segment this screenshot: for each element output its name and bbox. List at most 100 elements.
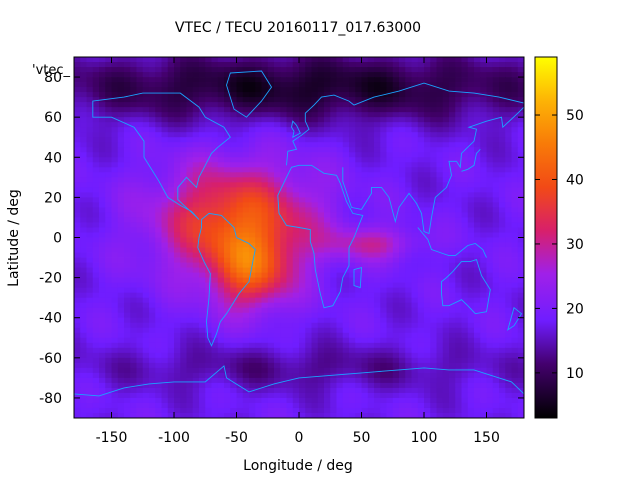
heatmap-cell xyxy=(436,242,444,248)
heatmap-cell xyxy=(211,132,219,138)
heatmap-cell xyxy=(230,347,237,354)
heatmap-cell xyxy=(155,167,162,173)
heatmap-cell xyxy=(86,207,94,213)
heatmap-cell xyxy=(161,62,169,68)
heatmap-cell xyxy=(242,377,250,384)
heatmap-cell xyxy=(392,337,400,344)
heatmap-cell xyxy=(167,157,175,163)
heatmap-cell xyxy=(292,242,300,248)
heatmap-cell xyxy=(124,347,131,354)
heatmap-cell xyxy=(449,172,456,178)
heatmap-cell xyxy=(286,242,294,248)
heatmap-cell xyxy=(155,82,162,88)
heatmap-cell xyxy=(511,177,519,183)
heatmap-cell xyxy=(311,292,319,299)
heatmap-cell xyxy=(192,157,200,163)
heatmap-cell xyxy=(299,292,306,299)
heatmap-cell xyxy=(424,222,431,228)
heatmap-cell xyxy=(99,187,106,193)
heatmap-cell xyxy=(180,402,187,409)
heatmap-cell xyxy=(480,292,487,299)
heatmap-cell xyxy=(449,217,456,223)
heatmap-cell xyxy=(424,67,431,73)
heatmap-cell xyxy=(261,192,269,198)
heatmap-cell xyxy=(486,172,494,178)
heatmap-cell xyxy=(480,232,487,238)
heatmap-cell xyxy=(299,272,306,279)
heatmap-cell xyxy=(192,197,200,203)
heatmap-cell xyxy=(399,112,406,118)
heatmap-cell xyxy=(180,82,187,88)
heatmap-cell xyxy=(399,82,406,88)
heatmap-cell xyxy=(86,277,94,284)
heatmap-cell xyxy=(511,207,519,213)
heatmap-cell xyxy=(492,367,500,374)
heatmap-cell xyxy=(199,387,206,394)
heatmap-cell xyxy=(280,72,287,78)
heatmap-cell xyxy=(299,252,306,258)
heatmap-cell xyxy=(230,72,237,78)
heatmap-cell xyxy=(449,347,456,354)
heatmap-cell xyxy=(199,172,206,178)
heatmap-cell xyxy=(367,362,375,369)
heatmap-cell xyxy=(361,87,369,93)
heatmap-cell xyxy=(399,362,406,369)
heatmap-cell xyxy=(224,62,231,68)
heatmap-cell xyxy=(330,137,337,143)
heatmap-cell xyxy=(255,292,262,299)
heatmap-cell xyxy=(349,152,356,158)
heatmap-cell xyxy=(449,302,456,309)
heatmap-cell xyxy=(74,112,81,118)
heatmap-cell xyxy=(480,262,487,268)
heatmap-cell xyxy=(124,117,131,123)
heatmap-cell xyxy=(92,252,100,258)
heatmap-cell xyxy=(111,202,119,208)
heatmap-cell xyxy=(92,172,100,178)
heatmap-cell xyxy=(474,207,481,213)
heatmap-cell xyxy=(224,357,231,364)
heatmap-cell xyxy=(467,142,475,148)
heatmap-cell xyxy=(199,57,206,63)
heatmap-cell xyxy=(124,197,131,203)
heatmap-cell xyxy=(311,287,319,294)
heatmap-cell xyxy=(349,167,356,173)
heatmap-cell xyxy=(242,132,250,138)
heatmap-cell xyxy=(424,252,431,258)
heatmap-cell xyxy=(267,222,275,228)
heatmap-cell xyxy=(149,107,156,113)
heatmap-cell xyxy=(449,337,456,344)
heatmap-cell xyxy=(230,177,237,183)
heatmap-cell xyxy=(130,167,137,173)
heatmap-cell xyxy=(180,152,187,158)
heatmap-cell xyxy=(405,262,412,268)
heatmap-cell xyxy=(436,317,444,324)
heatmap-cell xyxy=(449,362,456,369)
heatmap-cell xyxy=(111,287,119,294)
heatmap-cell xyxy=(255,272,262,279)
heatmap-cell xyxy=(374,62,381,68)
heatmap-cell xyxy=(224,177,231,183)
heatmap-cell xyxy=(267,137,275,143)
heatmap-cell xyxy=(299,87,306,93)
heatmap-cell xyxy=(436,307,444,314)
heatmap-cell xyxy=(230,172,237,178)
heatmap-cell xyxy=(436,347,444,354)
heatmap-cell xyxy=(86,72,94,78)
heatmap-cell xyxy=(99,332,106,339)
heatmap-cell xyxy=(180,87,187,93)
heatmap-cell xyxy=(380,352,387,359)
heatmap-cell xyxy=(292,72,300,78)
heatmap-cell xyxy=(99,137,106,143)
heatmap-cell xyxy=(442,137,450,143)
heatmap-cell xyxy=(349,317,356,324)
heatmap-cell xyxy=(136,112,144,118)
heatmap-cell xyxy=(355,212,362,218)
heatmap-cell xyxy=(305,352,312,359)
heatmap-cell xyxy=(486,57,494,63)
heatmap-cell xyxy=(411,192,419,198)
heatmap-cell xyxy=(474,292,481,299)
heatmap-cell xyxy=(424,197,431,203)
heatmap-cell xyxy=(324,197,331,203)
heatmap-cell xyxy=(80,162,87,168)
heatmap-cell xyxy=(217,187,225,193)
